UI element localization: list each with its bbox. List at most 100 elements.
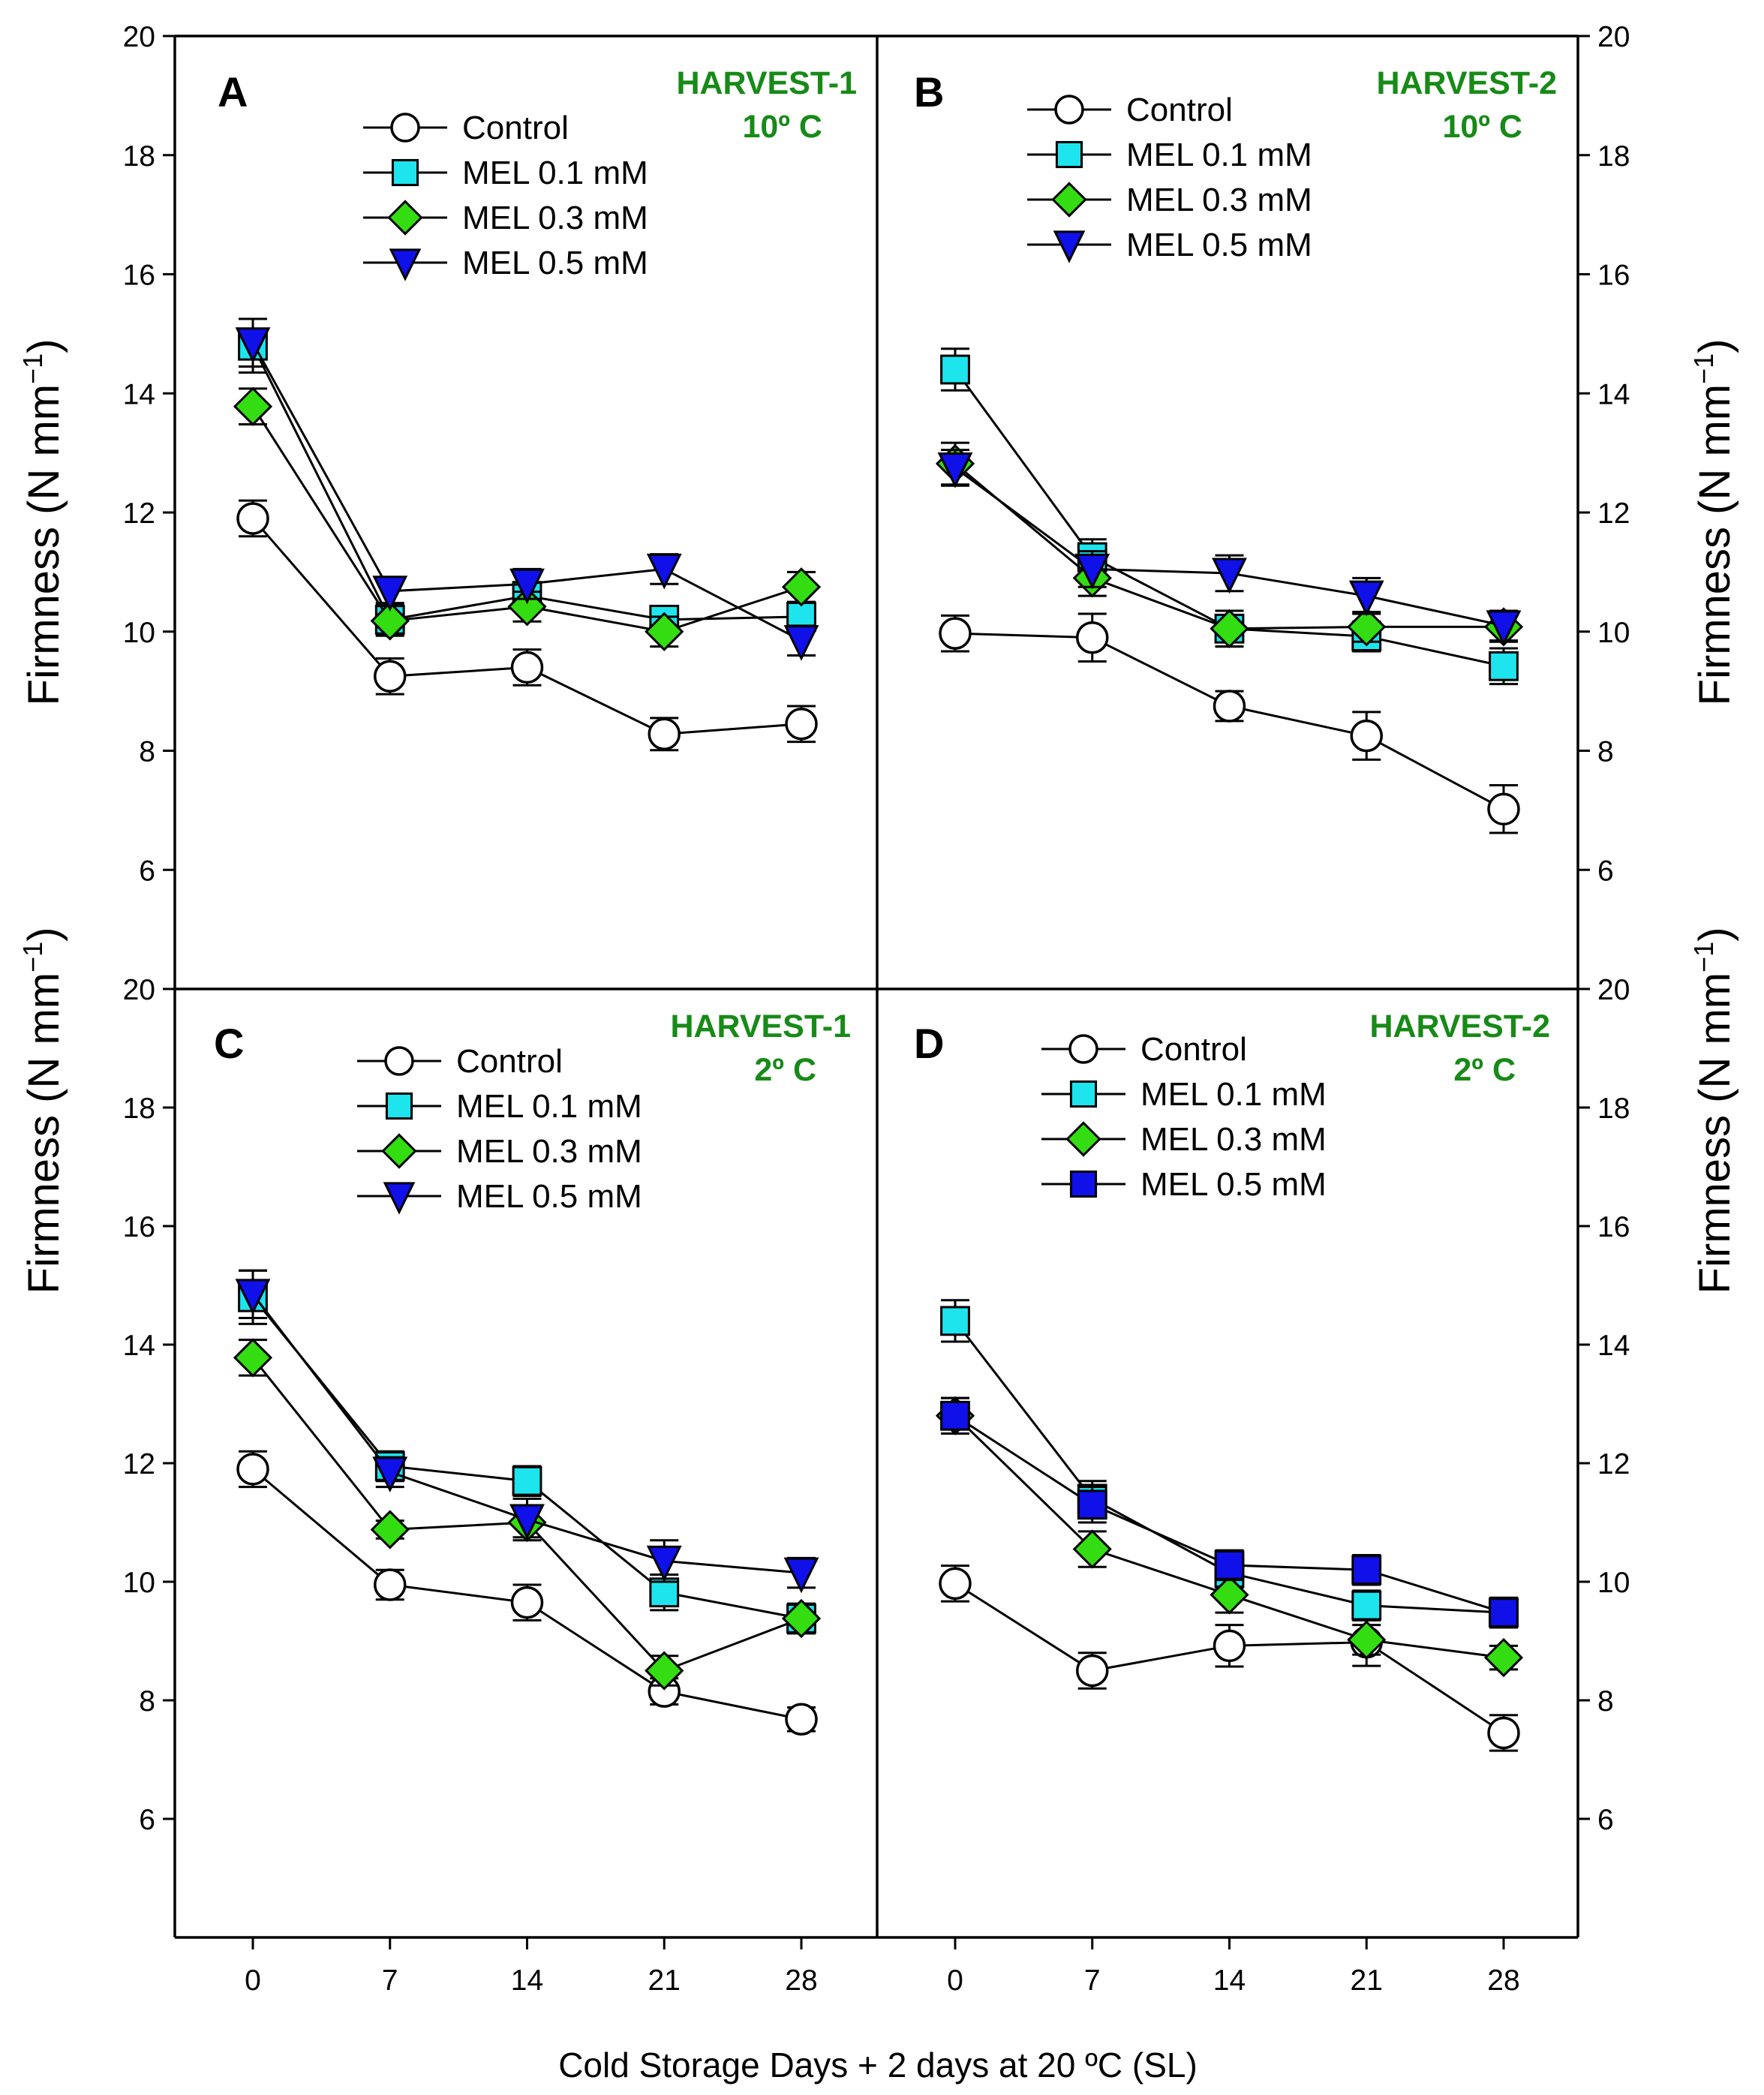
x-axis-title: Cold Storage Days + 2 days at 20 ºC (SL)	[558, 2045, 1198, 2084]
series-mel-0-5-mm	[937, 449, 1522, 646]
legend-label: MEL 0.3 mM	[1126, 182, 1312, 218]
temperature-label: 10º C	[742, 109, 822, 145]
x-tick-label: 14	[1213, 1964, 1246, 1997]
legend: Control MEL 0.1 mM MEL 0.3 mM MEL 0.5 mM	[357, 1043, 642, 1215]
y-tick-label: 20	[123, 974, 155, 1006]
data-point	[783, 625, 819, 661]
data-point	[1210, 1575, 1249, 1615]
data-point	[372, 1456, 408, 1493]
y-tick-label: 12	[1597, 497, 1630, 530]
y-tick-label: 8	[139, 736, 155, 768]
panel-a: 6 8 10 12 14 16 18 20 Control MEL 0.1 mM MEL 0.3 m…	[123, 21, 857, 887]
y-tick-label: 8	[139, 1685, 155, 1718]
legend-label: MEL 0.5 mM	[462, 245, 648, 281]
y-tick-label: 14	[1597, 1330, 1630, 1362]
y-tick-label: 6	[1597, 1804, 1614, 1836]
temperature-label: 2º C	[1453, 1052, 1516, 1088]
legend-label: MEL 0.5 mM	[456, 1178, 642, 1215]
panels-layer: 6 8 10 12 14 16 18 20 Control MEL 0.1 mM MEL 0.3 m…	[123, 21, 1630, 1997]
harvest-label: HARVEST-2	[1369, 1008, 1550, 1044]
legend-marker	[387, 200, 423, 236]
y-tick-label: 20	[1597, 974, 1630, 1006]
legend: Control MEL 0.1 mM MEL 0.3 mM MEL 0.5 mM	[1041, 1031, 1327, 1203]
data-point	[940, 1400, 970, 1431]
legend-marker	[381, 1133, 417, 1169]
data-point	[785, 1703, 818, 1736]
y-tick-label: 6	[139, 855, 155, 887]
series-control	[236, 1450, 818, 1736]
y-axis-title-right-bottom: Firmness (N mm−1)	[1688, 927, 1739, 1294]
legend-label: MEL 0.1 mM	[462, 155, 648, 191]
x-tick-label: 28	[1487, 1964, 1519, 1997]
data-point	[1487, 792, 1520, 826]
data-point	[1487, 1716, 1520, 1750]
data-point	[645, 1651, 684, 1691]
data-point	[1076, 621, 1109, 654]
data-point	[785, 708, 818, 741]
y-tick-label: 14	[123, 378, 155, 410]
data-point	[370, 1510, 410, 1549]
data-point	[236, 502, 269, 535]
legend-label: Control	[462, 110, 569, 146]
series-mel-0-5-mm	[235, 317, 819, 661]
y-tick-label: 16	[1597, 1211, 1630, 1243]
plot-frame	[173, 35, 1579, 1939]
legend-label: Control	[1126, 92, 1233, 128]
legend-label: MEL 0.1 mM	[1140, 1076, 1327, 1113]
legend: Control MEL 0.1 mM MEL 0.3 mM MEL 0.5 mM	[1027, 92, 1312, 263]
data-point	[1213, 690, 1246, 723]
x-tick-label: 28	[785, 1964, 817, 1997]
legend-label: Control	[1140, 1031, 1247, 1068]
y-tick-label: 14	[123, 1330, 155, 1362]
x-tick-label: 21	[1351, 1964, 1383, 1997]
data-point	[939, 1567, 972, 1601]
data-point	[1347, 607, 1387, 647]
temperature-label: 10º C	[1442, 109, 1522, 145]
data-point	[510, 1586, 544, 1619]
data-point	[235, 327, 271, 363]
y-tick-label: 20	[123, 21, 155, 53]
series-control	[236, 499, 818, 752]
data-point	[1489, 651, 1519, 681]
legend-label: MEL 0.1 mM	[456, 1088, 642, 1125]
legend-label: MEL 0.5 mM	[1140, 1166, 1327, 1203]
y-tick-label: 6	[1597, 855, 1614, 887]
harvest-label: HARVEST-1	[676, 65, 857, 101]
y-tick-label: 18	[123, 140, 155, 173]
data-point	[1347, 1620, 1387, 1660]
series-mel-0-3-mm	[233, 386, 822, 651]
panel-letter: D	[914, 1020, 944, 1067]
panel-b: 6 8 10 12 14 16 18 20 Control MEL 0.1 mM MEL 0.3 m…	[914, 21, 1630, 887]
y-tick-label: 12	[123, 497, 155, 530]
harvest-label: HARVEST-1	[670, 1008, 851, 1044]
y-tick-label: 16	[123, 1211, 155, 1243]
legend: Control MEL 0.1 mM MEL 0.3 mM MEL 0.5 mM	[363, 110, 648, 281]
y-tick-label: 18	[1597, 1093, 1630, 1125]
data-point	[648, 717, 681, 751]
data-point	[1213, 1629, 1246, 1663]
data-point	[937, 452, 973, 488]
data-point	[1077, 1489, 1107, 1520]
data-point	[783, 1557, 819, 1594]
data-point	[1351, 1555, 1382, 1586]
y-tick-label: 12	[1597, 1448, 1630, 1480]
data-point	[940, 354, 970, 385]
series-mel-0-5-mm	[940, 1396, 1519, 1629]
y-tick-label: 20	[1597, 21, 1630, 53]
data-point	[781, 567, 822, 607]
data-point	[1350, 719, 1383, 753]
legend-label: MEL 0.1 mM	[1126, 137, 1312, 173]
y-tick-label: 8	[1597, 736, 1614, 768]
data-point	[1489, 1598, 1519, 1628]
series-control	[939, 612, 1520, 834]
legend-marker	[1054, 95, 1084, 125]
legend-label: MEL 0.3 mM	[462, 200, 648, 236]
legend-marker	[1069, 1170, 1098, 1198]
x-tick-label: 0	[245, 1964, 261, 1997]
x-tick-label: 7	[1084, 1964, 1101, 1997]
data-point	[1074, 553, 1110, 590]
data-point	[509, 1504, 545, 1540]
y-tick-label: 14	[1597, 378, 1630, 410]
